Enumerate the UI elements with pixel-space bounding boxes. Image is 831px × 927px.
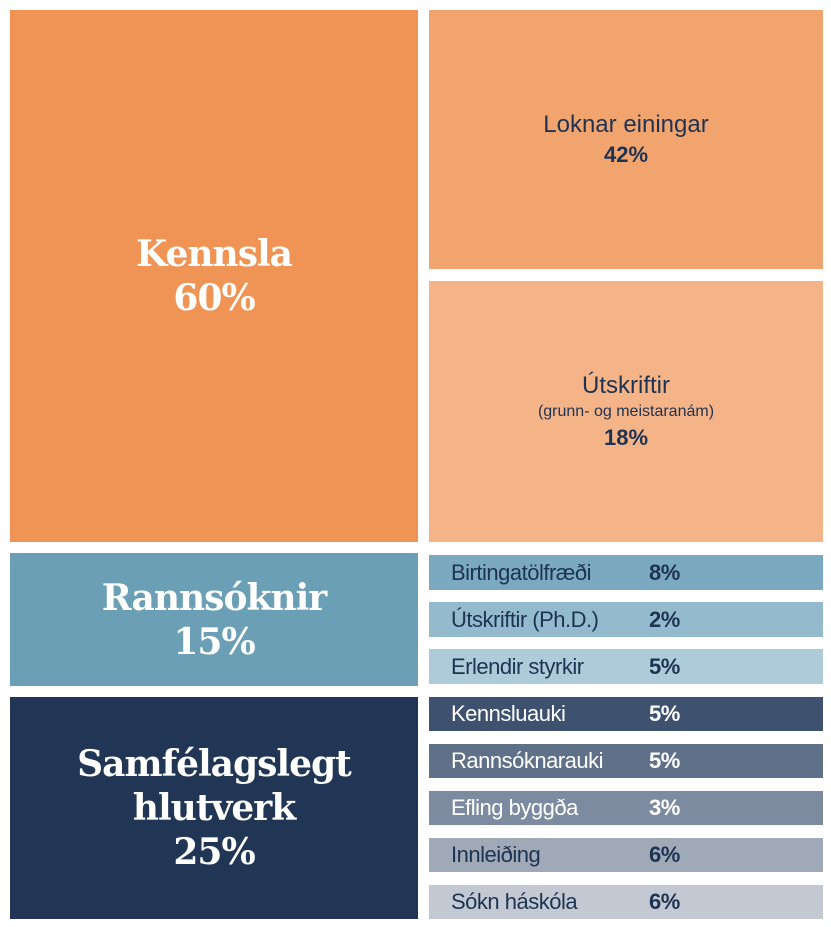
row-label: Sókn háskóla xyxy=(451,889,578,914)
row-label: Erlendir styrkir xyxy=(451,653,584,679)
kennsluauki-row: Kennsluauki 5% xyxy=(429,697,823,731)
row-label: Innleiðing xyxy=(451,842,541,867)
utskriftir-note: (grunn- og meistaranám) xyxy=(537,402,715,420)
samfelagslegt-value: 25% xyxy=(173,831,255,873)
utskriftir-cell: Útskriftir (grunn- og meistaranám) 18% xyxy=(429,281,823,542)
innleiding-row: Innleiðing 6% xyxy=(429,838,823,872)
row-label: Birtingatölfræði xyxy=(451,559,591,585)
row-label: Útskriftir (Ph.D.) xyxy=(451,606,599,632)
utskriftir-phd-row: Útskriftir (Ph.D.) 2% xyxy=(429,602,823,637)
sokn-haskola-row: Sókn háskóla 6% xyxy=(429,885,823,919)
row-value: 2% xyxy=(649,606,680,632)
kennsla-label: Kennsla xyxy=(135,233,293,275)
loknar-einingar-cell: Loknar einingar 42% xyxy=(429,10,823,269)
row-value: 3% xyxy=(649,795,680,820)
loknar-einingar-label: Loknar einingar xyxy=(543,110,709,138)
utskriftir-label: Útskriftir xyxy=(582,371,670,399)
row-value: 6% xyxy=(649,842,680,867)
loknar-einingar-value: 42% xyxy=(603,141,649,167)
row-label: Rannsóknarauki xyxy=(451,748,603,773)
rannsoknir-value: 15% xyxy=(173,620,255,663)
rannsoknir-label: Rannsóknir xyxy=(101,576,327,619)
efling-byggda-row: Efling byggða 3% xyxy=(429,791,823,825)
samfelagslegt-label-2: hlutverk xyxy=(132,787,296,829)
kennsla-cell: Kennsla 60% xyxy=(10,10,418,542)
row-value: 5% xyxy=(649,653,680,679)
rannsoknir-cell: Rannsóknir 15% xyxy=(10,553,418,686)
row-value: 5% xyxy=(649,701,680,726)
erlendir-styrkir-row: Erlendir styrkir 5% xyxy=(429,649,823,684)
row-value: 6% xyxy=(649,889,680,914)
samfelagslegt-label-1: Samfélagslegt xyxy=(77,743,352,785)
utskriftir-value: 18% xyxy=(603,424,649,450)
kennsla-value: 60% xyxy=(173,277,255,319)
rannsoknarauki-row: Rannsóknarauki 5% xyxy=(429,744,823,778)
birtingatolfraedi-row: Birtingatölfræði 8% xyxy=(429,555,823,590)
row-value: 5% xyxy=(649,748,680,773)
row-value: 8% xyxy=(649,559,680,585)
row-label: Efling byggða xyxy=(451,795,578,820)
row-label: Kennsluauki xyxy=(451,701,566,726)
samfelagslegt-cell: Samfélagslegt hlutverk 25% xyxy=(10,697,418,919)
